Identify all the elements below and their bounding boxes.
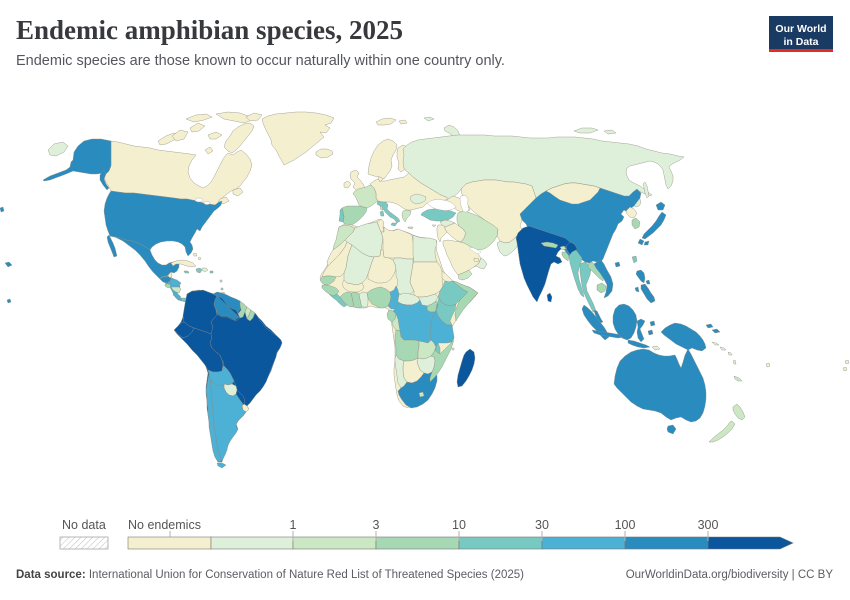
svg-text:No data: No data (62, 518, 106, 532)
svg-text:10: 10 (452, 518, 466, 532)
svg-text:1: 1 (290, 518, 297, 532)
svg-text:30: 30 (535, 518, 549, 532)
svg-text:3: 3 (373, 518, 380, 532)
svg-text:100: 100 (615, 518, 636, 532)
svg-text:No endemics: No endemics (128, 518, 201, 532)
svg-text:300: 300 (698, 518, 719, 532)
